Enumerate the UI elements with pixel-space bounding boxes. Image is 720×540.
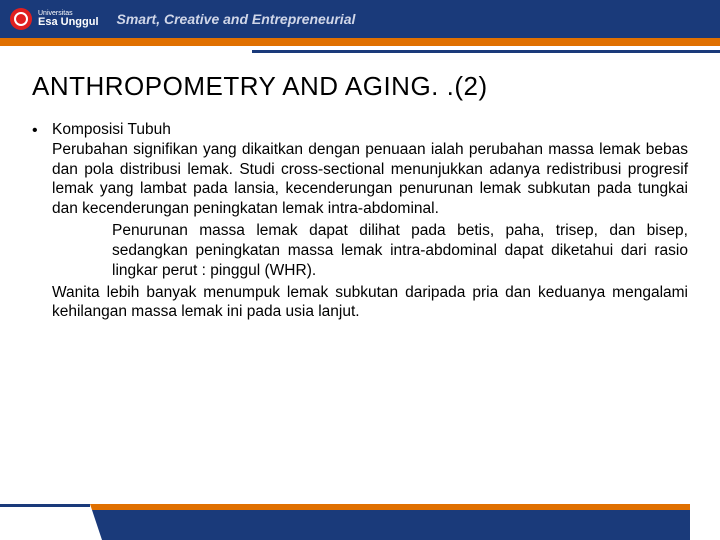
bullet-item: • Komposisi Tubuh Perubahan signifikan y… — [32, 120, 688, 322]
footer — [0, 504, 720, 540]
content-area: ANTHROPOMETRY AND AGING. .(2) • Komposis… — [0, 53, 720, 322]
orange-bar — [0, 38, 720, 46]
bullet-marker: • — [32, 120, 52, 322]
logo: Universitas Esa Unggul — [10, 8, 99, 30]
logo-text: Universitas Esa Unggul — [38, 10, 99, 28]
page-title: ANTHROPOMETRY AND AGING. .(2) — [32, 71, 688, 102]
paragraph-1: Perubahan signifikan yang dikaitkan deng… — [52, 140, 688, 219]
logo-big: Esa Unggul — [38, 16, 99, 28]
paragraph-2: Penurunan massa lemak dapat dilihat pada… — [112, 221, 688, 280]
body-text: Komposisi Tubuh Perubahan signifikan yan… — [52, 120, 688, 322]
paragraph-3: Wanita lebih banyak menumpuk lemak subku… — [52, 283, 688, 323]
section-heading: Komposisi Tubuh — [52, 120, 688, 140]
tagline: Smart, Creative and Entrepreneurial — [117, 11, 356, 27]
logo-icon — [10, 8, 32, 30]
header-bar: Universitas Esa Unggul Smart, Creative a… — [0, 0, 720, 38]
